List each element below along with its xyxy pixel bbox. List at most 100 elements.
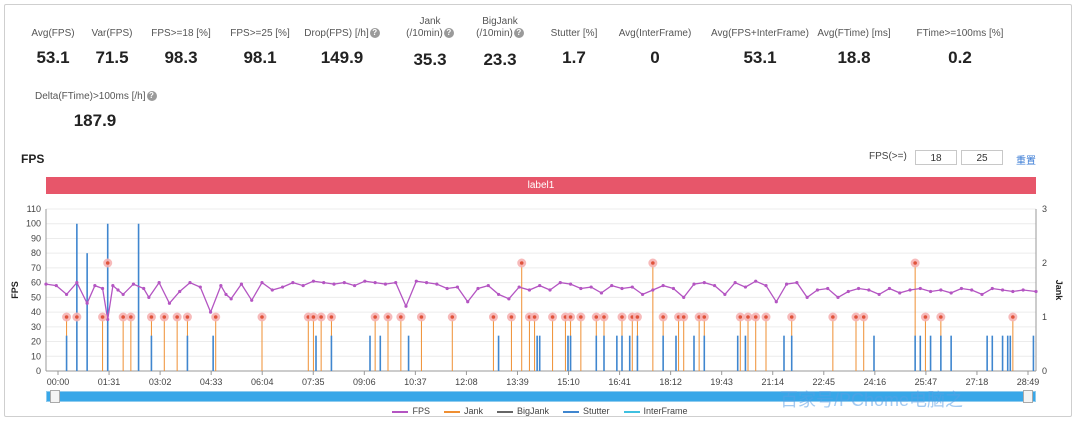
stat-value: 98.3 <box>164 48 198 67</box>
stat-1: Var(FPS) 71.5 <box>52 28 172 68</box>
fps-point <box>44 282 48 286</box>
jank-point <box>399 315 403 319</box>
fps-point <box>908 288 912 292</box>
stat-label-text: FPS>=25 [%] <box>230 28 290 39</box>
y-tick-label: 100 <box>26 219 41 229</box>
help-icon[interactable]: ? <box>443 28 454 39</box>
stat-label: Avg(FTime) [ms] <box>794 28 914 40</box>
fps-low-input[interactable]: 18 <box>915 150 957 165</box>
jank-point <box>1011 315 1015 319</box>
fps-point <box>455 285 460 289</box>
fps-point <box>486 283 490 288</box>
stat-value: 149.9 <box>320 48 364 67</box>
x-tick-label: 06:04 <box>251 377 274 387</box>
stat-label: FPS>=25 [%] <box>200 28 320 40</box>
jank-point <box>509 315 514 319</box>
jank-point <box>491 315 496 319</box>
x-tick-label: 19:43 <box>710 377 733 387</box>
stat-label: FTime>=100ms [%] <box>900 28 1020 40</box>
chart-legend: FPS Jank BigJank Stutter InterFrame <box>0 406 1080 416</box>
fps-point <box>111 283 115 288</box>
stat-label-text: Avg(FPS) <box>31 28 75 39</box>
stat-6: BigJank (/10min)? 23.3 <box>440 16 560 70</box>
help-icon[interactable]: ? <box>513 28 524 39</box>
legend-label: InterFrame <box>643 406 688 416</box>
fps-point <box>54 283 58 288</box>
jank-point <box>738 315 743 319</box>
stat-4: Drop(FPS) [/h]? 149.9 <box>282 28 402 68</box>
fps-point <box>805 295 809 299</box>
legend-item[interactable]: Stutter <box>563 406 610 416</box>
stat-label: Stutter [%] <box>514 28 634 40</box>
legend-item[interactable]: BigJank <box>496 406 549 416</box>
stat-5: Jank (/10min)? 35.3 <box>370 16 490 70</box>
fps-point <box>188 281 192 285</box>
stat-value: 187.9 <box>73 111 117 130</box>
scroll-handle-right[interactable] <box>1023 390 1033 403</box>
fps-point <box>795 281 799 285</box>
stat-label-text: BigJank <box>482 16 518 27</box>
fps-point <box>64 292 69 297</box>
fps-point <box>208 310 213 314</box>
stat-label: Avg(InterFrame) <box>595 28 715 40</box>
fps-point <box>1021 288 1025 292</box>
legend-item[interactable]: Jank <box>443 406 483 416</box>
help-icon[interactable]: ? <box>369 28 380 39</box>
jank-point <box>373 315 377 319</box>
stat-10: Avg(FTime) [ms] 18.8 <box>794 28 914 68</box>
fps-point <box>630 285 634 289</box>
fps-point <box>167 301 172 305</box>
fps-point <box>527 288 532 292</box>
fps-point <box>712 283 717 288</box>
fps-point <box>445 286 449 291</box>
fps-point <box>959 286 964 291</box>
jank-point <box>121 315 125 319</box>
stat-label-text: Var(FPS) <box>91 28 133 39</box>
legend-label: Stutter <box>583 406 610 416</box>
fps-point <box>229 297 233 301</box>
x-tick-label: 10:37 <box>404 377 427 387</box>
fps-point <box>610 283 614 288</box>
jank-point <box>753 315 758 319</box>
jank-point <box>579 315 583 319</box>
legend-label: Jank <box>463 406 483 416</box>
stat-11: FTime>=100ms [%] 0.2 <box>900 28 1020 68</box>
stat-8: Avg(InterFrame) 0 <box>595 28 715 68</box>
help-icon[interactable]: ? <box>146 91 157 102</box>
fps-point <box>93 283 97 288</box>
stat-label-text: Avg(FTime) [ms] <box>817 28 891 39</box>
scroll-handle-left[interactable] <box>50 390 60 403</box>
stat-label: Avg(FPS+InterFrame) <box>700 28 820 40</box>
jank-point <box>419 315 424 319</box>
y-tick-label: 30 <box>31 322 41 332</box>
jank-point <box>100 315 105 319</box>
time-scrollbar[interactable] <box>46 391 1036 402</box>
y-axis-title: FPS <box>10 281 20 299</box>
fps-point <box>383 282 388 286</box>
fps-point <box>106 317 110 322</box>
x-tick-label: 21:14 <box>761 377 784 387</box>
stat-label: Drop(FPS) [/h]? <box>282 28 402 40</box>
fps-high-input[interactable]: 25 <box>961 150 1003 165</box>
reset-link[interactable]: 重置 <box>1016 156 1036 167</box>
fps-point <box>568 282 573 286</box>
fps-point <box>856 286 861 291</box>
fps-point <box>980 292 984 297</box>
stat-label-text: FTime>=100ms [%] <box>916 28 1004 39</box>
fps-point <box>466 300 470 304</box>
stat-label-text: FPS>=18 [%] <box>151 28 211 39</box>
chart-title: FPS <box>21 152 45 166</box>
jank-point <box>175 315 179 319</box>
stat-value: 23.3 <box>483 50 517 69</box>
x-tick-label: 18:12 <box>659 377 682 387</box>
y2-tick-label: 1 <box>1042 312 1047 322</box>
legend-item[interactable]: FPS <box>392 406 430 416</box>
stat-label-text: Avg(InterFrame) <box>618 28 692 39</box>
jank-point <box>550 315 555 319</box>
stat-label: Jank (/10min)? <box>370 16 490 40</box>
x-tick-label: 03:02 <box>149 377 172 387</box>
legend-item[interactable]: InterFrame <box>623 406 688 416</box>
x-tick-label: 12:08 <box>455 377 478 387</box>
fps-point <box>116 288 120 292</box>
jank-point <box>681 315 686 319</box>
